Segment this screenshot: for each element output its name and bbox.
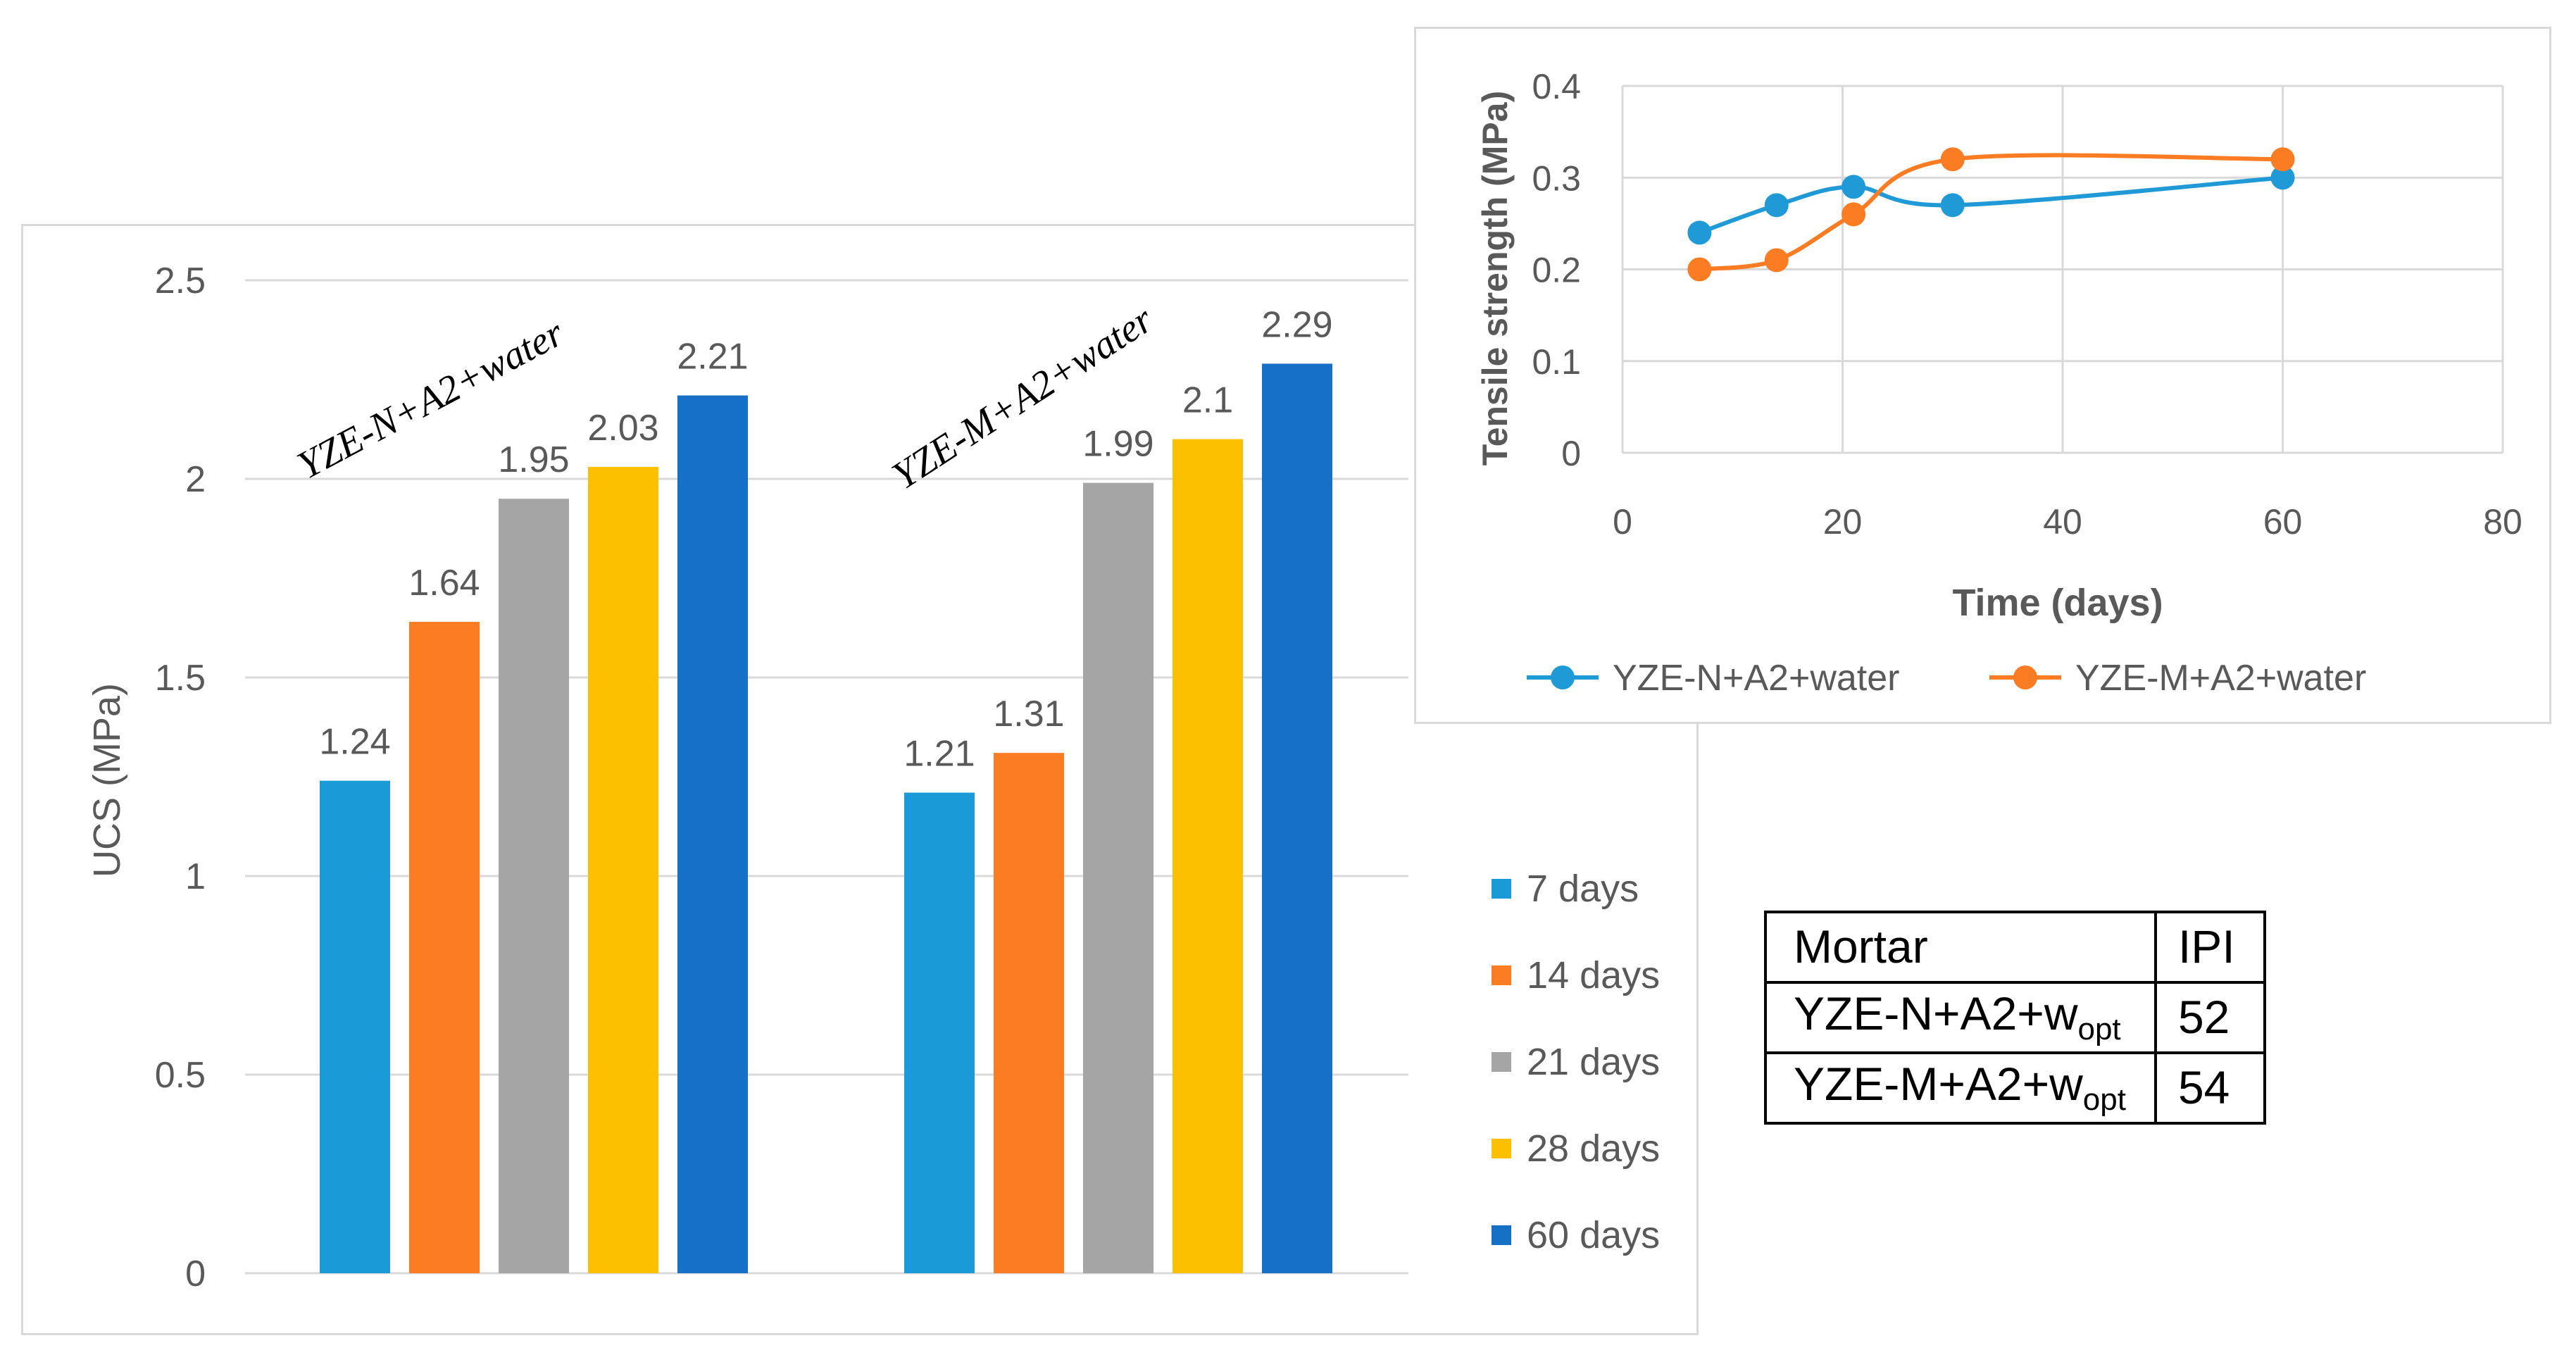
data-label: 2.29 — [1261, 304, 1332, 345]
x-tick-label: 20 — [1823, 502, 1863, 542]
y-tick-label: 1.5 — [155, 658, 206, 699]
data-label: 1.64 — [408, 563, 480, 604]
y-tick-label: 2.5 — [155, 261, 206, 301]
y-tick-label: 0.1 — [1532, 342, 1581, 382]
legend-swatch — [1492, 1225, 1511, 1245]
table-cell-ipi: 54 — [2153, 1051, 2266, 1125]
y-tick-label: 0 — [1561, 434, 1581, 473]
data-point — [2270, 147, 2295, 172]
tensile-x-axis-label: Time (days) — [1952, 582, 2163, 624]
table-cell-ipi: 52 — [2153, 980, 2266, 1055]
mortar-name: YZE-M+A2+w — [1794, 1058, 2083, 1111]
data-label: 2.03 — [587, 408, 658, 449]
legend-marker-yze-m — [2013, 665, 2037, 689]
ucs-y-axis-label: UCS (MPa) — [86, 683, 128, 877]
bar — [1173, 439, 1243, 1273]
mortar-subscript: opt — [2077, 1012, 2121, 1047]
bar — [588, 467, 658, 1273]
legend-label-yze-n: YZE-N+A2+water — [1613, 658, 1900, 699]
series-line — [1699, 153, 2283, 272]
mortar-name: YZE-N+A2+w — [1794, 987, 2078, 1039]
data-point — [1842, 202, 1866, 227]
bar — [904, 792, 975, 1273]
legend-swatch — [1492, 1051, 1511, 1072]
data-point — [1764, 248, 1789, 273]
x-tick-label: 0 — [1613, 502, 1632, 542]
tensile-chart-panel — [1414, 27, 2551, 724]
data-label: 2.21 — [677, 337, 748, 377]
legend-label: 60 days — [1527, 1213, 1661, 1256]
bar — [994, 753, 1064, 1273]
data-point — [1940, 147, 1965, 172]
y-tick-label: 0.3 — [1532, 158, 1581, 198]
data-point — [1764, 193, 1789, 218]
data-point — [1842, 175, 1866, 199]
table-header-mortar: Mortar — [1764, 911, 2157, 984]
data-label: 1.21 — [904, 734, 975, 775]
data-point — [1940, 193, 1965, 218]
legend-item-28-days: 28 days — [1492, 1105, 1660, 1192]
bar — [499, 499, 569, 1274]
table-cell-mortar: YZE-N+A2+wopt — [1764, 980, 2157, 1055]
table-row: YZE-N+A2+wopt 52 — [1764, 980, 2266, 1055]
legend-item-21-days: 21 days — [1492, 1018, 1660, 1105]
tensile-y-axis-label: Tensile strength (MPa) — [1475, 91, 1515, 465]
table-header-ipi: IPI — [2153, 911, 2266, 984]
data-label: 2.1 — [1182, 380, 1233, 421]
data-label: 1.99 — [1082, 424, 1153, 465]
table-cell-mortar: YZE-M+A2+wopt — [1764, 1051, 2157, 1125]
legend-swatch — [1492, 965, 1511, 985]
legend-swatch — [1492, 878, 1511, 899]
data-label: 1.31 — [993, 694, 1064, 734]
legend-label: 14 days — [1527, 954, 1661, 996]
bar — [320, 780, 390, 1273]
data-point — [1687, 220, 1712, 245]
y-tick-label: 1 — [185, 856, 206, 897]
x-tick-label: 80 — [2483, 502, 2522, 542]
y-tick-label: 0.2 — [1532, 251, 1581, 290]
bar — [1083, 482, 1153, 1273]
legend-item-14-days: 14 days — [1492, 932, 1660, 1018]
y-tick-label: 0 — [185, 1254, 206, 1294]
tensile-legend: YZE-N+A2+water YZE-M+A2+water — [1527, 658, 2366, 699]
x-tick-label: 60 — [2263, 502, 2303, 542]
y-tick-label: 0.5 — [155, 1055, 206, 1096]
ucs-legend: 7 days 14 days 21 days 28 days 60 days — [1492, 845, 1660, 1278]
y-tick-label: 2 — [185, 459, 206, 500]
data-point — [2270, 165, 2295, 190]
data-point — [1687, 257, 1712, 282]
data-label: 1.95 — [498, 439, 569, 480]
bar — [677, 395, 748, 1273]
legend-marker-yze-n — [1551, 665, 1575, 689]
table-header-row: Mortar IPI — [1764, 911, 2266, 984]
bar — [1262, 363, 1332, 1274]
table-row: YZE-M+A2+wopt 54 — [1764, 1051, 2266, 1125]
ipi-table: Mortar IPI YZE-N+A2+wopt 52 YZE-M+A2+wop… — [1764, 911, 2266, 1125]
data-label: 1.24 — [319, 722, 390, 763]
legend-label: 28 days — [1527, 1127, 1661, 1170]
legend-label-yze-m: YZE-M+A2+water — [2075, 658, 2366, 699]
legend-swatch — [1492, 1138, 1511, 1158]
x-tick-label: 40 — [2043, 502, 2082, 542]
legend-item-60-days: 60 days — [1492, 1192, 1660, 1278]
mortar-subscript: opt — [2082, 1082, 2126, 1118]
legend-label: 21 days — [1527, 1040, 1661, 1083]
legend-item-7-days: 7 days — [1492, 845, 1660, 932]
legend-label: 7 days — [1527, 867, 1639, 910]
y-tick-label: 0.4 — [1532, 67, 1581, 106]
bar — [409, 622, 480, 1273]
